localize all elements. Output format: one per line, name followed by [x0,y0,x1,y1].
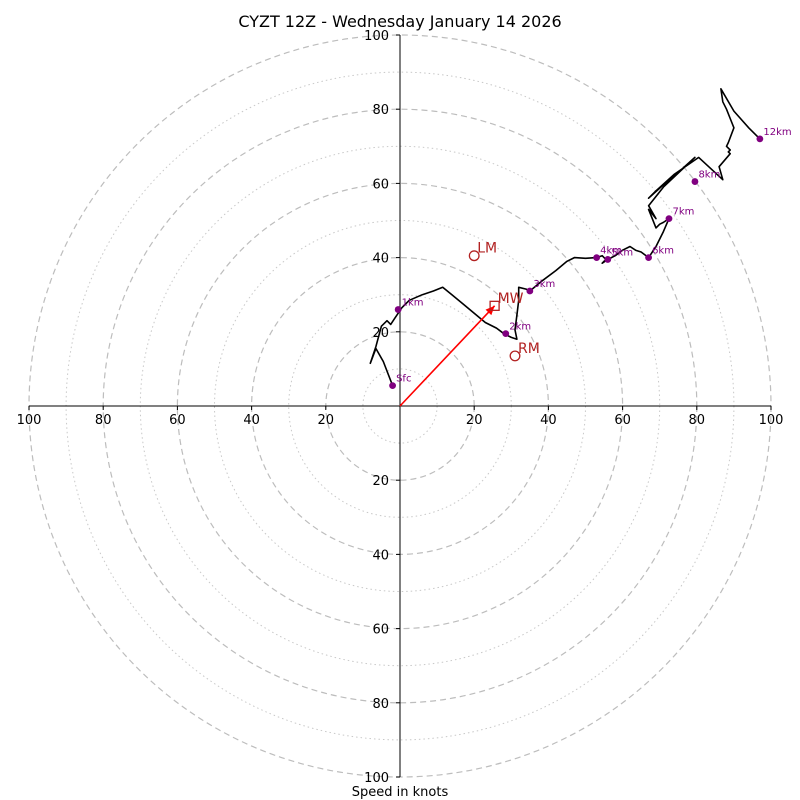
x-tick-label: 80 [95,413,112,428]
storm-motion-mw-marker [489,300,500,311]
axis-ticks: 100 80 60 40 20 20 40 60 80 100 100 80 60 40 20 20 40 60 8… [17,29,784,786]
height-label-3km: 3km [533,279,555,290]
height-label-5km: 5km [611,247,633,258]
wind-profile-line [369,88,761,386]
y-tick-label: 80 [372,103,389,118]
y-tick-label: 20 [372,326,389,341]
x-tick-label: 20 [466,413,483,428]
height-label-1km: 1km [402,298,424,309]
storm-motion-lm-label: LM [477,241,497,257]
storm-motion-rm-label: RM [518,341,540,357]
storm-motion-mw-label: MW [498,291,524,307]
x-tick-label: 40 [540,413,557,428]
height-label-4km: 4km [600,246,622,257]
mean-wind-vector [399,305,496,407]
height-marker-12km [756,135,764,143]
y-tick-label: 40 [372,548,389,563]
y-tick-label: 100 [364,29,389,44]
y-tick-label: 60 [372,623,389,638]
height-marker-3km [526,287,534,295]
chart-title: CYZT 12Z - Wednesday January 14 2026 [238,12,561,31]
height-label-6km: 6km [652,246,674,257]
wind-profile [369,88,761,407]
height-marker-sfc [389,382,396,389]
height-marker-7km [665,215,673,223]
height-label-2km: 2km [509,322,531,333]
x-tick-label: 80 [689,413,706,428]
height-marker-6km [645,254,652,261]
y-tick-label: 100 [364,771,389,786]
x-axis-label: Speed in knots [352,785,449,800]
x-tick-label: 60 [169,413,186,428]
x-tick-label: 40 [243,413,260,428]
y-tick-label: 40 [372,252,389,267]
height-label-12km: 12km [763,127,791,138]
height-marker-2km [502,330,510,338]
storm-motions: LM RM MW [468,241,540,362]
y-tick-label: 60 [372,177,389,192]
x-tick-label: 60 [614,413,631,428]
storm-motion-lm-marker [468,250,480,262]
x-tick-label: 20 [318,413,335,428]
y-tick-label: 80 [372,697,389,712]
x-tick-label: 100 [759,413,784,428]
height-marker-8km [691,178,699,185]
height-marker-1km [394,306,402,313]
height-label-7km: 7km [672,207,694,218]
height-label-8km: 8km [698,170,720,181]
y-tick-label: 20 [372,474,389,489]
height-marker-5km [604,256,612,263]
x-tick-label: 100 [17,413,42,428]
height-label-sfc: Sfc [396,374,411,385]
height-marker-4km [593,254,601,261]
storm-motion-rm-marker [509,350,521,362]
